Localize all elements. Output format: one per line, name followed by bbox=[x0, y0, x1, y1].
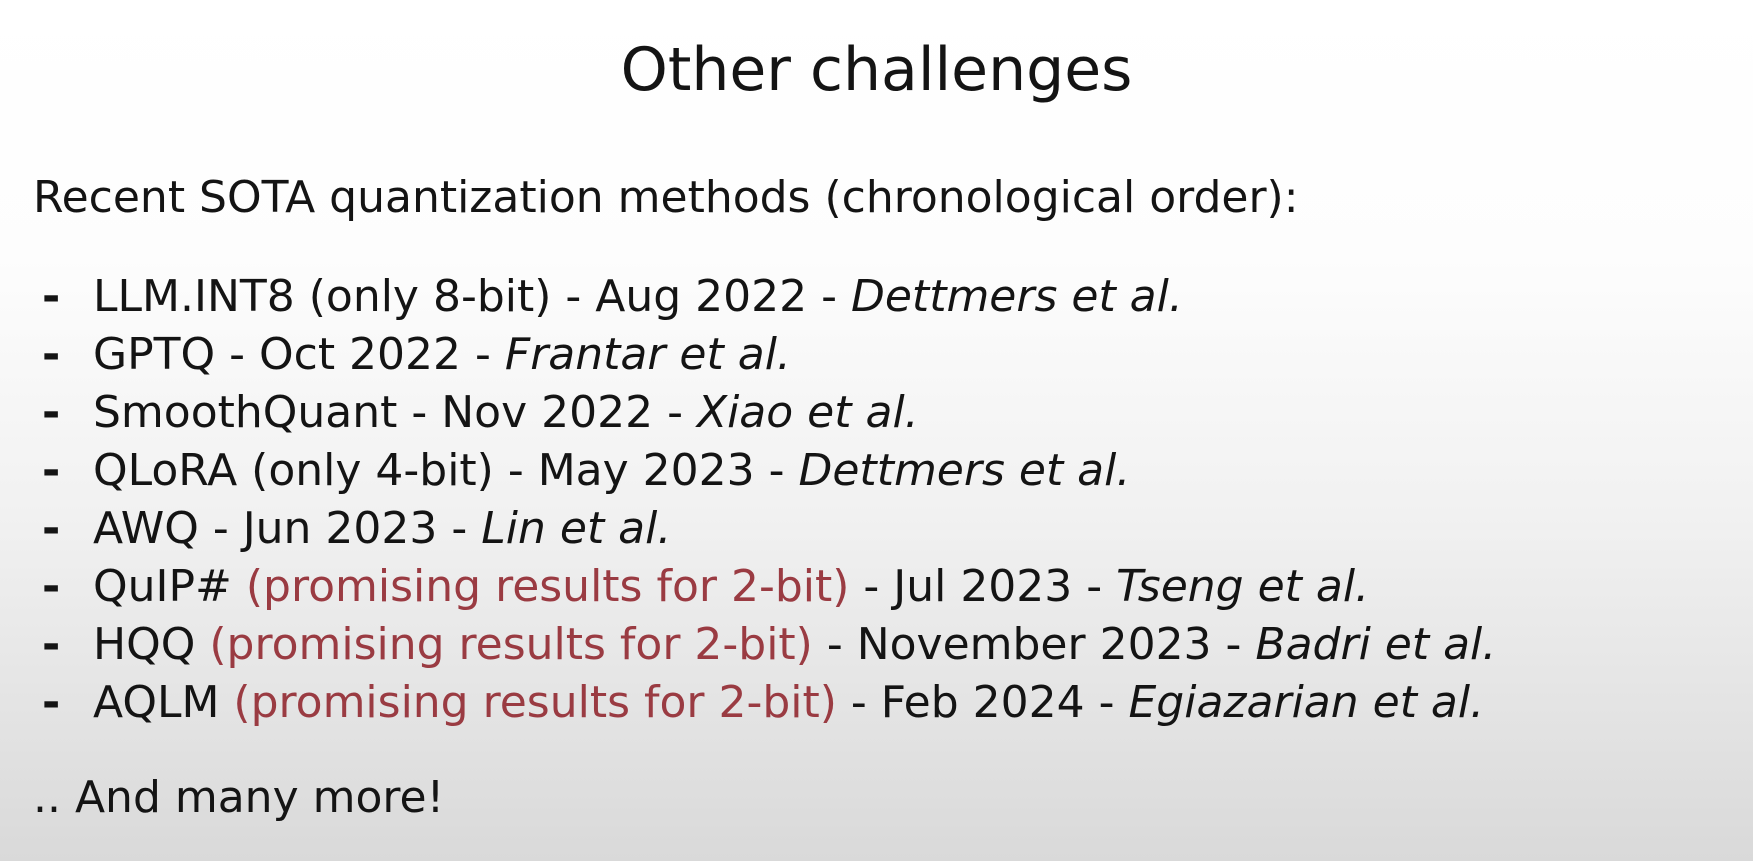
method-note: (only 4-bit) bbox=[237, 445, 494, 496]
method-authors: Xiao et al. bbox=[696, 387, 919, 438]
bullet-dash: - bbox=[42, 387, 61, 438]
bullet-dash: - bbox=[42, 619, 61, 670]
slide-title: Other challenges bbox=[620, 35, 1133, 105]
bullet-dash: - bbox=[42, 677, 61, 728]
method-authors: Egiazarian et al. bbox=[1128, 677, 1485, 728]
method-date: - Feb 2024 - bbox=[836, 677, 1129, 728]
outro-text: .. And many more! bbox=[33, 772, 445, 823]
method-name: SmoothQuant bbox=[93, 387, 398, 438]
bullet-dash: - bbox=[42, 561, 61, 612]
method-name: QLoRA bbox=[93, 445, 238, 496]
method-name: HQQ bbox=[93, 619, 196, 670]
method-authors: Frantar et al. bbox=[504, 329, 791, 380]
method-highlight: (promising results for 2-bit) bbox=[231, 561, 850, 612]
method-item-quip: - QuIP# (promising results for 2-bit) - … bbox=[0, 558, 1496, 616]
method-item-qlora: - QLoRA (only 4-bit) - May 2023 - Dettme… bbox=[0, 442, 1496, 500]
method-date: - Nov 2022 - bbox=[397, 387, 697, 438]
method-name: GPTQ bbox=[93, 329, 216, 380]
method-name: QuIP# bbox=[93, 561, 232, 612]
method-note: (only 8-bit) bbox=[294, 271, 552, 322]
method-authors: Lin et al. bbox=[481, 503, 672, 554]
method-authors: Dettmers et al. bbox=[850, 271, 1183, 322]
methods-list: - LLM.INT8 (only 8-bit) - Aug 2022 - Det… bbox=[0, 268, 1496, 732]
method-item-gptq: - GPTQ - Oct 2022 - Frantar et al. bbox=[0, 326, 1496, 384]
method-item-awq: - AWQ - Jun 2023 - Lin et al. bbox=[0, 500, 1496, 558]
method-authors: Badri et al. bbox=[1255, 619, 1497, 670]
bullet-dash: - bbox=[42, 445, 61, 496]
method-highlight: (promising results for 2-bit) bbox=[219, 677, 837, 728]
bullet-dash: - bbox=[42, 503, 61, 554]
method-date: - Jun 2023 - bbox=[198, 503, 482, 554]
method-item-aqlm: - AQLM (promising results for 2-bit) - F… bbox=[0, 674, 1496, 732]
method-name: LLM.INT8 bbox=[93, 271, 295, 322]
method-date: - May 2023 - bbox=[493, 445, 799, 496]
method-authors: Tseng et al. bbox=[1116, 561, 1370, 612]
method-authors: Dettmers et al. bbox=[798, 445, 1131, 496]
method-item-hqq: - HQQ (promising results for 2-bit) - No… bbox=[0, 616, 1496, 674]
method-date: - Jul 2023 - bbox=[849, 561, 1117, 612]
method-date: - November 2023 - bbox=[812, 619, 1256, 670]
bullet-dash: - bbox=[42, 271, 61, 322]
method-name: AWQ bbox=[93, 503, 199, 554]
method-item-llm-int8: - LLM.INT8 (only 8-bit) - Aug 2022 - Det… bbox=[0, 268, 1496, 326]
intro-text: Recent SOTA quantization methods (chrono… bbox=[33, 172, 1299, 223]
method-date: - Aug 2022 - bbox=[551, 271, 851, 322]
bullet-dash: - bbox=[42, 329, 61, 380]
method-item-smoothquant: - SmoothQuant - Nov 2022 - Xiao et al. bbox=[0, 384, 1496, 442]
method-date: - Oct 2022 - bbox=[215, 329, 505, 380]
method-highlight: (promising results for 2-bit) bbox=[195, 619, 813, 670]
method-name: AQLM bbox=[93, 677, 220, 728]
